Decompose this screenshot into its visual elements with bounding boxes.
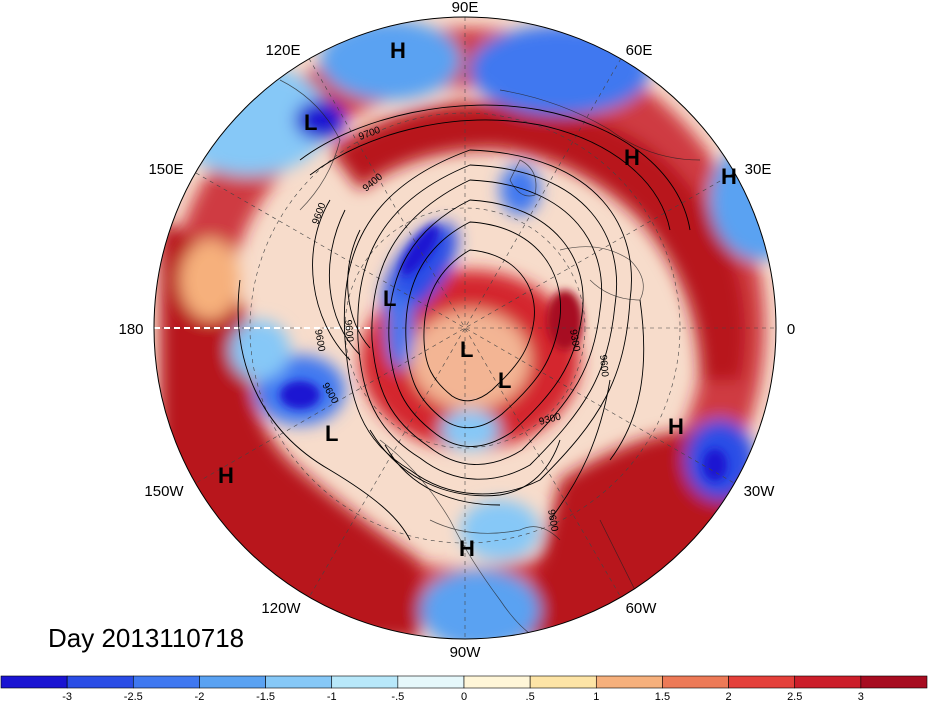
high-pressure-marker: H xyxy=(459,536,475,561)
longitude-label: 30W xyxy=(744,483,776,500)
low-pressure-marker: L xyxy=(498,368,511,393)
coastlines xyxy=(279,79,701,639)
low-pressure-marker: L xyxy=(304,110,317,135)
colorbar-tick-label: -2 xyxy=(195,691,205,702)
contour-label: 9600 xyxy=(597,354,610,378)
colorbar-swatch xyxy=(199,675,266,689)
high-pressure-marker: H xyxy=(721,164,737,189)
longitude-label: 150E xyxy=(148,161,183,178)
colorbar-swatch xyxy=(662,675,729,689)
colorbar-tick-label: 1 xyxy=(593,691,599,702)
contour-label: 9600 xyxy=(545,509,560,533)
colorbar-tick-label: 2.5 xyxy=(787,691,802,702)
low-pressure-marker: L xyxy=(460,337,473,362)
longitude-label: 90E xyxy=(452,0,479,16)
colorbar-swatch xyxy=(66,675,134,689)
colorbar-swatch xyxy=(397,675,465,689)
colorbar-tick-label: -1.5 xyxy=(256,691,275,702)
colorbar-tick-label: 1.5 xyxy=(655,691,670,702)
high-pressure-marker: H xyxy=(668,414,684,439)
colorbar-tick-label: 0 xyxy=(461,691,467,702)
colorbar-swatch xyxy=(132,675,200,689)
colorbar-tick-label: -1 xyxy=(327,691,337,702)
colorbar-swatch xyxy=(794,675,862,689)
colorbar-swatch xyxy=(265,675,333,689)
map-border xyxy=(153,16,777,640)
colorbar-tick-label: .5 xyxy=(526,691,535,702)
high-pressure-marker: H xyxy=(218,463,234,488)
colorbar-swatch xyxy=(331,675,399,689)
low-pressure-marker: L xyxy=(383,286,396,311)
colorbar-tick-label: -2.5 xyxy=(124,691,143,702)
date-title: Day 2013110718 xyxy=(48,623,244,653)
high-pressure-marker: H xyxy=(624,145,640,170)
low-pressure-marker: L xyxy=(325,421,338,446)
longitude-label: 120W xyxy=(261,600,301,617)
colorbar-tick-label: 3 xyxy=(858,691,864,702)
longitude-label: 90W xyxy=(450,644,482,661)
colorbar-swatch xyxy=(595,675,663,689)
height-contours xyxy=(237,104,691,541)
contour-label: 9600 xyxy=(342,319,355,343)
longitude-label: 180 xyxy=(118,321,143,338)
longitude-label: 150W xyxy=(144,483,184,500)
colorbar: -3 -2.5 -2 -1.5 -1 -.5 0 .5 1 1.5 2 2.5 3 xyxy=(0,675,928,702)
longitude-label: 120E xyxy=(265,42,300,59)
colorbar-tick-label: -3 xyxy=(62,691,72,702)
longitude-label: 60W xyxy=(626,600,658,617)
longitude-label: 0 xyxy=(787,321,795,338)
high-pressure-marker: H xyxy=(390,38,406,63)
colorbar-tick-label: -.5 xyxy=(391,691,404,702)
contour-label: 9600 xyxy=(312,329,327,353)
contour-label: 9300 xyxy=(567,329,582,353)
colorbar-swatch xyxy=(0,675,68,689)
longitude-label: 30E xyxy=(745,161,772,178)
longitude-labels: 90E 60E 30E 0 30W 60W 90W 120W 150W 180 … xyxy=(118,0,795,661)
colorbar-tick-label: 2 xyxy=(726,691,732,702)
pressure-systems: H H H H H H H L L L L L xyxy=(218,38,737,561)
colorbar-swatch xyxy=(860,675,928,689)
colorbar-swatch xyxy=(463,675,531,689)
colorbar-swatch xyxy=(728,675,796,689)
longitude-label: 60E xyxy=(626,42,653,59)
colorbar-swatch xyxy=(529,675,597,689)
